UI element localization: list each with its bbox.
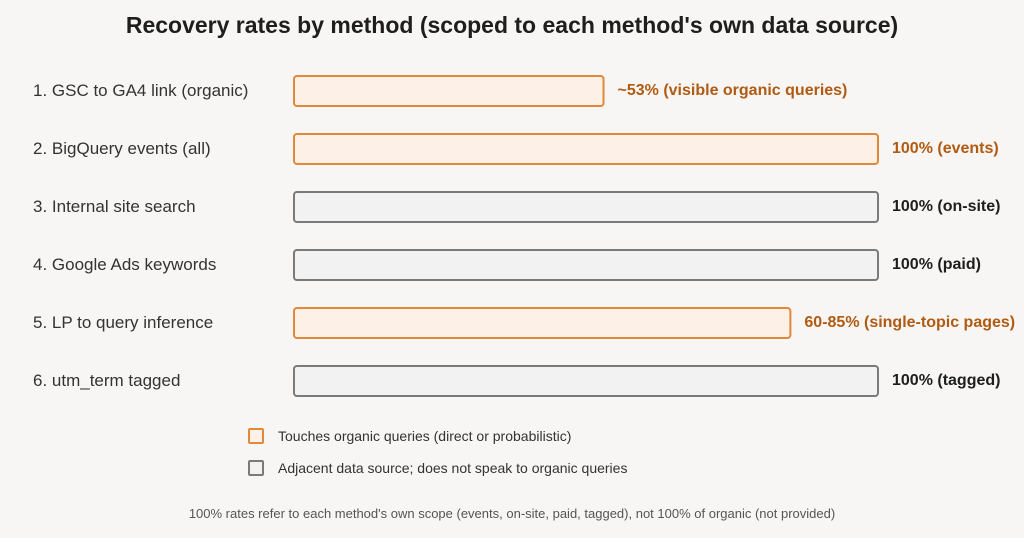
value-label-5: 60-85% (single-topic pages) xyxy=(804,314,1016,331)
legend-item-organic: Touches organic queries (direct or proba… xyxy=(248,426,627,446)
legend: Touches organic queries (direct or proba… xyxy=(248,426,627,490)
value-label-3: 100% (on-site) xyxy=(892,198,1001,215)
bar-5 xyxy=(293,307,792,339)
category-label-3: 3. Internal site search xyxy=(33,197,196,216)
category-label-1: 1. GSC to GA4 link (organic) xyxy=(33,81,249,100)
bar-2 xyxy=(293,133,879,165)
legend-label-organic: Touches organic queries (direct or proba… xyxy=(278,428,572,444)
footnote: 100% rates refer to each method's own sc… xyxy=(188,506,836,521)
legend-swatch-adjacent xyxy=(248,460,264,476)
bar-3 xyxy=(293,191,879,223)
bar-chart xyxy=(293,75,879,397)
category-label-5: 5. LP to query inference xyxy=(33,313,214,332)
category-label-4: 4. Google Ads keywords xyxy=(33,255,217,274)
category-label-2: 2. BigQuery events (all) xyxy=(33,139,211,158)
legend-item-adjacent: Adjacent data source; does not speak to … xyxy=(248,458,627,478)
value-label-4: 100% (paid) xyxy=(892,256,981,273)
chart-title: Recovery rates by method (scoped to each… xyxy=(125,12,899,38)
value-label-6: 100% (tagged) xyxy=(892,372,1001,389)
bar-4 xyxy=(293,249,879,281)
legend-label-adjacent: Adjacent data source; does not speak to … xyxy=(278,460,628,476)
legend-swatch-organic xyxy=(248,428,264,444)
value-label-2: 100% (events) xyxy=(892,140,999,157)
value-label-1: ~53% (visible organic queries) xyxy=(617,82,848,99)
category-label-6: 6. utm_term tagged xyxy=(33,371,181,390)
bar-6 xyxy=(293,365,879,397)
bar-1 xyxy=(293,75,605,107)
